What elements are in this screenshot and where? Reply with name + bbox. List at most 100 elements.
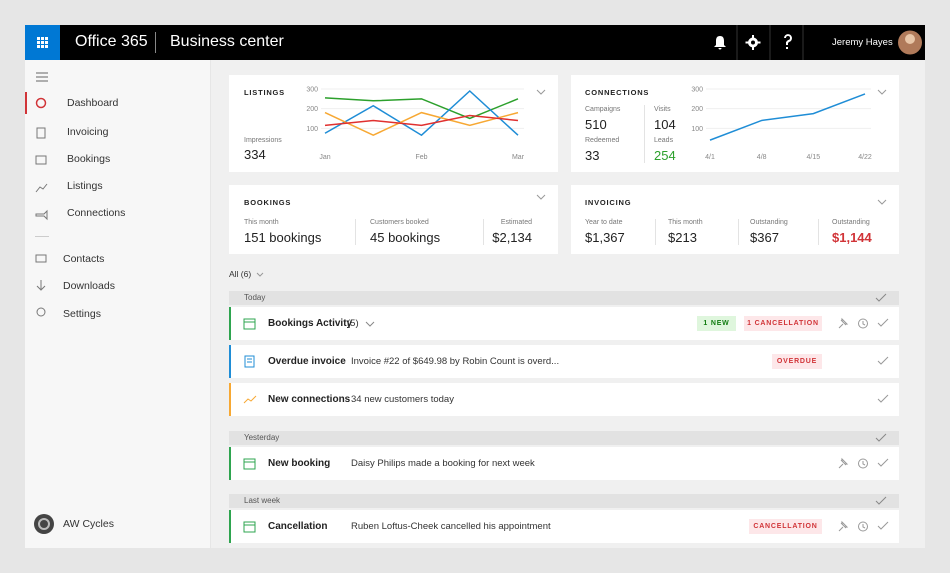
item-title: New booking <box>268 458 331 469</box>
metric-value: $367 <box>750 230 779 245</box>
divider <box>818 219 819 245</box>
nav-item[interactable]: Listings <box>67 180 103 192</box>
card-title: INVOICING <box>585 198 632 207</box>
calendar-icon <box>243 521 256 533</box>
chevron[interactable] <box>536 89 546 95</box>
nav-item[interactable]: Downloads <box>63 280 115 292</box>
metric-label: Estimated <box>500 219 532 226</box>
header-icons <box>714 25 922 60</box>
nav-item[interactable]: Bookings <box>67 153 111 165</box>
trend-icon <box>243 395 257 404</box>
invoice-icon <box>244 355 255 368</box>
group-label: Last week <box>244 496 281 505</box>
nav-icons <box>35 97 48 317</box>
item-actions[interactable] <box>836 317 896 330</box>
org-logo <box>34 514 54 534</box>
badge: CANCELLATION <box>749 519 822 534</box>
menu-icon[interactable] <box>35 72 49 82</box>
help-icon[interactable] <box>784 34 792 49</box>
section-name: Business center <box>170 33 284 50</box>
divider <box>644 105 645 163</box>
check-icon[interactable] <box>876 393 890 406</box>
chevron[interactable] <box>536 194 546 200</box>
badge: 1 CANCELLATION <box>744 316 822 331</box>
group-label: Yesterday <box>244 433 280 442</box>
item-actions[interactable] <box>836 520 896 533</box>
item-text: Invoice #22 of $649.98 by Robin Count is… <box>351 356 560 367</box>
item-count: (5) <box>347 318 359 329</box>
nav-item[interactable]: Connections <box>67 207 126 219</box>
divider <box>655 219 656 245</box>
metric-label: This month <box>244 219 279 226</box>
calendar-icon <box>243 318 256 330</box>
app-launcher[interactable] <box>25 25 60 60</box>
divider <box>355 219 356 245</box>
nav-item[interactable]: Contacts <box>63 253 105 265</box>
feed-item[interactable]: Bookings Activity (5) 1 NEW 1 CANCELLATI… <box>229 307 899 340</box>
metric-label: Impressions <box>244 137 282 144</box>
check-icon[interactable] <box>876 355 890 368</box>
item-title: New connections <box>268 394 351 405</box>
metric-value: $2,134 <box>492 230 532 245</box>
nav-item[interactable]: Settings <box>63 308 101 320</box>
metric-value: 104 <box>654 117 676 132</box>
group-header: Last week <box>229 494 899 508</box>
divider <box>738 219 739 245</box>
metric-value: 33 <box>585 148 600 163</box>
metric-label: Redeemed <box>585 137 620 144</box>
metric-value: $1,144 <box>832 230 872 245</box>
group-label: Today <box>244 293 266 302</box>
metric-value: 334 <box>244 147 266 162</box>
sidebar: Dashboard Invoicing Bookings Listings Co… <box>25 60 211 548</box>
card-title: BOOKINGS <box>244 198 292 207</box>
bell-icon[interactable] <box>714 36 726 50</box>
item-text: 34 new customers today <box>351 394 454 405</box>
nav-item[interactable]: Invoicing <box>67 126 109 138</box>
badge: 1 NEW <box>697 316 736 331</box>
invoicing-card: INVOICING Year to date $1,367 This month… <box>571 185 899 254</box>
metric-label: Outstanding <box>832 219 870 226</box>
feed-filter[interactable]: All (6) <box>229 269 252 279</box>
item-title: Cancellation <box>268 521 328 532</box>
chevron[interactable] <box>877 199 887 205</box>
metric-value: $1,367 <box>585 230 625 245</box>
metric-label: Outstanding <box>750 219 788 226</box>
metric-label: Leads <box>654 137 674 144</box>
divider <box>35 236 49 237</box>
metric-label: Campaigns <box>585 106 621 113</box>
active-indicator <box>25 92 27 114</box>
nav-item[interactable]: Dashboard <box>67 97 119 109</box>
calendar-icon <box>243 458 256 470</box>
app-name[interactable]: Office 365 <box>75 33 148 50</box>
feed-item[interactable]: New booking Daisy Philips made a booking… <box>229 447 899 480</box>
check-icon[interactable] <box>875 293 887 303</box>
bookings-card: BOOKINGS This month 151 bookings Custome… <box>229 185 558 254</box>
chevron[interactable] <box>877 89 887 95</box>
item-text: Ruben Loftus-Cheek cancelled his appoint… <box>351 521 551 532</box>
metric-label: Visits <box>654 106 671 113</box>
feed-item[interactable]: Overdue invoice Invoice #22 of $649.98 b… <box>229 345 899 378</box>
org-name[interactable]: AW Cycles <box>63 518 114 530</box>
metric-value: 45 bookings <box>370 230 441 245</box>
check-icon[interactable] <box>875 496 887 506</box>
feed-item[interactable]: Cancellation Ruben Loftus-Cheek cancelle… <box>229 510 899 543</box>
check-icon[interactable] <box>875 433 887 443</box>
chevron[interactable] <box>365 321 375 327</box>
item-title: Overdue invoice <box>268 356 346 367</box>
user-name[interactable]: Jeremy Hayes <box>832 37 893 48</box>
metric-label: Customers booked <box>370 219 429 226</box>
group-header: Today <box>229 291 899 305</box>
listings-card: LISTINGS Impressions 334 <box>229 75 558 172</box>
metric-value: 510 <box>585 117 607 132</box>
metric-value: $213 <box>668 230 697 245</box>
metric-value: 254 <box>654 148 676 163</box>
chevron[interactable] <box>256 272 264 277</box>
item-title: Bookings Activity <box>268 318 353 329</box>
feed-item[interactable]: New connections 34 new customers today <box>229 383 899 416</box>
group-header: Yesterday <box>229 431 899 445</box>
metric-label: Year to date <box>585 219 623 226</box>
item-actions[interactable] <box>836 457 896 470</box>
waffle-icon <box>37 37 48 48</box>
badge: OVERDUE <box>772 354 822 369</box>
item-text: Daisy Philips made a booking for next we… <box>351 458 535 469</box>
